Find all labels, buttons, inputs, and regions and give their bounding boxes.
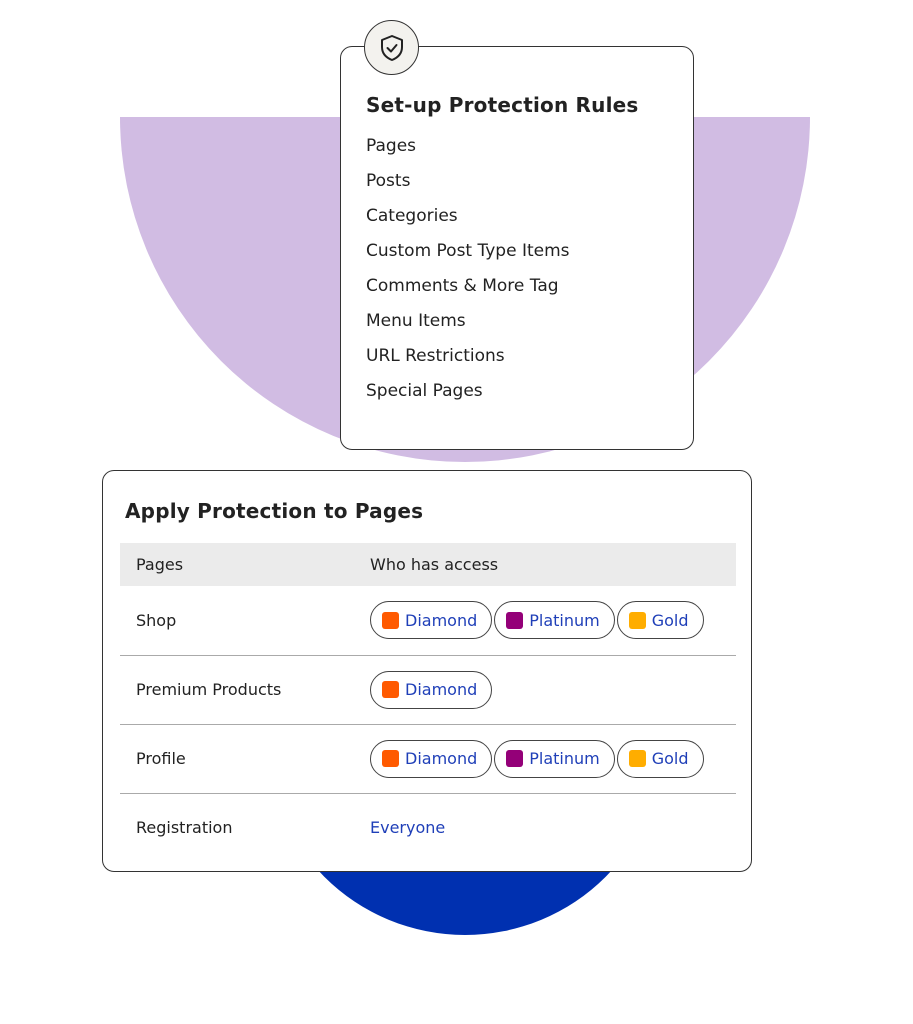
rule-item[interactable]: Categories [366,206,458,226]
level-swatch [628,611,646,629]
shield-check-icon [364,20,419,75]
access-cell: Diamond Platinum Gold [360,586,736,656]
level-swatch [382,750,399,767]
access-pill[interactable]: Diamond [370,670,493,709]
rule-item[interactable]: Custom Post Type Items [366,241,570,261]
access-everyone[interactable]: Everyone [370,818,446,838]
table-header: Pages Who has access [120,543,736,586]
rule-item[interactable]: Posts [366,171,411,191]
level-swatch [382,611,399,629]
table-row: Premium Products Diamond [120,655,736,725]
header-pages: Pages [120,543,360,586]
access-cell: Diamond [360,655,736,725]
access-pill[interactable]: Platinum [494,601,615,640]
level-swatch [628,750,646,767]
table-row: Registration Everyone [120,793,736,862]
access-label: Gold [651,610,689,630]
rule-item[interactable]: Comments & More Tag [366,276,559,296]
protection-rules-card: Set-up Protection Rules Pages Posts Catego… [340,20,694,450]
level-swatch [506,750,524,767]
access-label: Gold [651,749,689,768]
page-name: Registration [136,818,233,838]
apply-title: Apply Protection to Pages [125,499,424,523]
rules-title: Set-up Protection Rules [366,93,639,117]
header-access: Who has access [360,543,736,586]
protection-table: Pages Who has access Shop Diamond Platinum… [120,543,736,862]
rule-item[interactable]: Menu Items [366,311,466,331]
level-swatch [382,681,399,698]
access-pill[interactable]: Gold [616,739,704,778]
access-pill[interactable]: Gold [616,601,704,640]
level-swatch [506,611,524,629]
access-pill[interactable]: Diamond [370,601,493,640]
access-cell: Everyone [360,793,736,862]
rule-item[interactable]: Special Pages [366,381,483,401]
page-name: Profile [120,724,360,794]
access-cell: Diamond Platinum Gold [360,724,736,794]
access-pill[interactable]: Diamond [370,739,493,778]
access-label: Diamond [405,610,478,630]
access-label: Diamond [405,680,478,699]
apply-protection-card: Apply Protection to Pages Pages Who has … [102,470,752,872]
table-row: Profile Diamond Platinum Gold [120,724,736,794]
access-label: Platinum [529,749,600,768]
access-label: Diamond [405,749,478,768]
access-label: Platinum [529,610,600,630]
rule-item[interactable]: URL Restrictions [366,346,505,366]
rule-item[interactable]: Pages [366,136,417,156]
page-name: Shop [120,586,360,656]
table-row: Shop Diamond Platinum Gold [120,586,736,656]
page-name: Premium Products [120,655,360,725]
access-pill[interactable]: Platinum [494,739,615,778]
